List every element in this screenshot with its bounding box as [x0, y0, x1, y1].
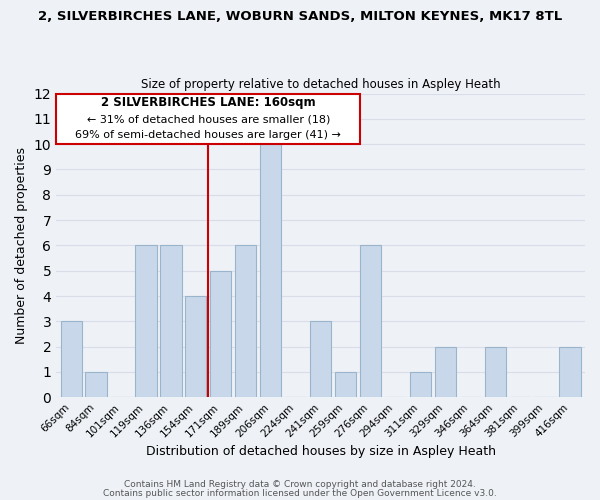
- Text: 2 SILVERBIRCHES LANE: 160sqm: 2 SILVERBIRCHES LANE: 160sqm: [101, 96, 316, 108]
- Title: Size of property relative to detached houses in Aspley Heath: Size of property relative to detached ho…: [141, 78, 500, 91]
- Text: Contains HM Land Registry data © Crown copyright and database right 2024.: Contains HM Land Registry data © Crown c…: [124, 480, 476, 489]
- Bar: [360, 246, 381, 397]
- Bar: [260, 144, 281, 397]
- Text: 69% of semi-detached houses are larger (41) →: 69% of semi-detached houses are larger (…: [75, 130, 341, 140]
- Bar: [485, 346, 506, 397]
- Bar: [335, 372, 356, 397]
- Bar: [310, 322, 331, 397]
- Bar: [85, 372, 107, 397]
- Bar: [235, 246, 256, 397]
- Bar: [210, 270, 232, 397]
- Bar: [160, 246, 182, 397]
- Text: Contains public sector information licensed under the Open Government Licence v3: Contains public sector information licen…: [103, 488, 497, 498]
- Bar: [559, 346, 581, 397]
- Bar: [61, 322, 82, 397]
- Text: 2, SILVERBIRCHES LANE, WOBURN SANDS, MILTON KEYNES, MK17 8TL: 2, SILVERBIRCHES LANE, WOBURN SANDS, MIL…: [38, 10, 562, 23]
- Bar: [435, 346, 456, 397]
- Bar: [136, 246, 157, 397]
- Bar: [410, 372, 431, 397]
- X-axis label: Distribution of detached houses by size in Aspley Heath: Distribution of detached houses by size …: [146, 444, 496, 458]
- Y-axis label: Number of detached properties: Number of detached properties: [15, 147, 28, 344]
- Bar: [185, 296, 206, 397]
- FancyBboxPatch shape: [56, 94, 360, 144]
- Text: ← 31% of detached houses are smaller (18): ← 31% of detached houses are smaller (18…: [86, 114, 330, 124]
